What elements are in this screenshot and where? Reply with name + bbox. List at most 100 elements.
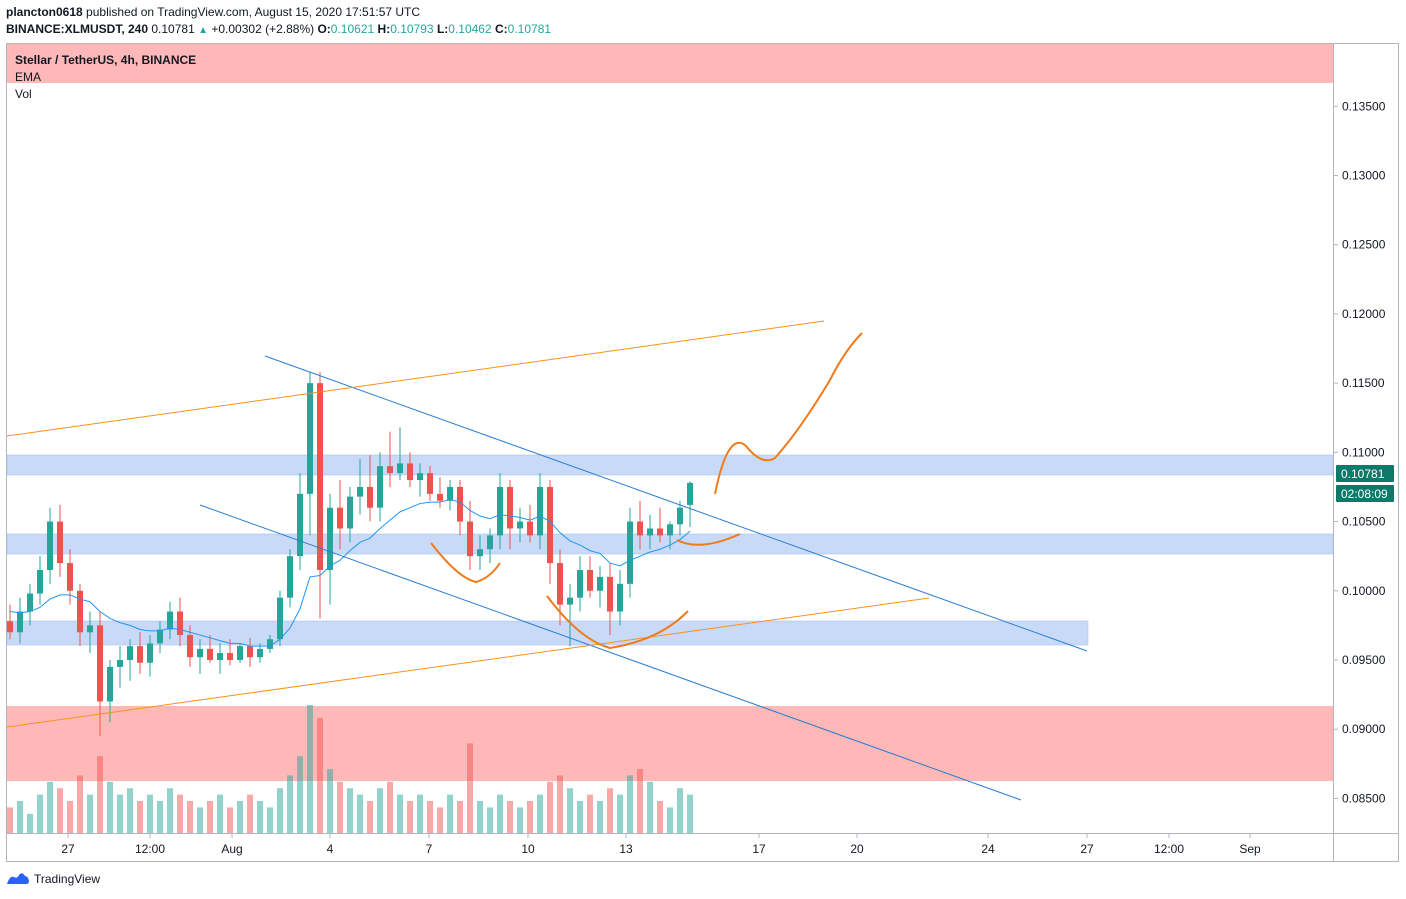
symbol-label: BINANCE:XLMUSDT, 240 xyxy=(6,22,149,36)
ascending-channel-lower[interactable] xyxy=(6,597,930,728)
candle xyxy=(27,583,33,626)
candle xyxy=(607,563,613,636)
volume-bar xyxy=(287,775,293,833)
candle xyxy=(407,452,413,487)
footer-brand[interactable]: TradingView xyxy=(6,872,100,886)
volume-bar xyxy=(27,813,33,833)
candle xyxy=(237,643,243,663)
volume-bar xyxy=(267,807,273,833)
volume-legend[interactable]: Vol xyxy=(15,87,32,101)
time-axis-ticks: 27 12:00 Aug 4 7 10 13 17 20 24 27 12:00 Sep xyxy=(61,833,1261,856)
candle xyxy=(267,635,273,654)
candle xyxy=(127,639,133,681)
time-tick-label: 13 xyxy=(619,842,633,856)
candle xyxy=(287,549,293,608)
volume-bar xyxy=(137,801,143,833)
volume-bar xyxy=(67,801,73,833)
time-tick-label: 27 xyxy=(61,842,75,856)
candle xyxy=(447,480,453,511)
volume-bar xyxy=(207,801,213,833)
volume-bar xyxy=(577,801,583,833)
volume-bar xyxy=(437,807,443,833)
candle xyxy=(347,486,353,543)
close-value: 0.10781 xyxy=(507,22,552,36)
author-name[interactable]: plancton0618 xyxy=(6,5,83,19)
time-tick-label: 12:00 xyxy=(1154,842,1184,856)
resistance-zone-blue[interactable] xyxy=(6,454,1334,476)
price-tick-label: 0.09000 xyxy=(1342,722,1386,736)
price-tick-label: 0.08500 xyxy=(1342,791,1386,805)
candle xyxy=(197,639,203,674)
candle xyxy=(647,514,653,550)
resistance-zone-top[interactable] xyxy=(7,44,1333,83)
candle xyxy=(167,601,173,640)
volume-bar xyxy=(147,794,153,833)
drawn-curve-1[interactable] xyxy=(430,542,501,584)
candle xyxy=(47,507,53,584)
descending-trendline-upper[interactable] xyxy=(264,355,1088,652)
volume-bar xyxy=(257,801,263,833)
price-tick-label: 0.10500 xyxy=(1342,515,1386,529)
published-text: published on TradingView.com, August 15,… xyxy=(86,5,421,19)
candle xyxy=(547,480,553,584)
volume-bar xyxy=(317,717,323,833)
candle xyxy=(627,507,633,598)
candle xyxy=(517,507,523,543)
volume-bar xyxy=(597,801,603,833)
volume-bar xyxy=(337,781,343,833)
candle xyxy=(577,556,583,612)
volume-bar xyxy=(57,788,63,833)
candle xyxy=(37,556,43,605)
volume-bar xyxy=(507,801,513,833)
projection-path[interactable] xyxy=(714,332,863,495)
price-tick-label: 0.10000 xyxy=(1342,584,1386,598)
volume-bar xyxy=(677,788,683,833)
candle xyxy=(397,427,403,481)
price-tick-label: 0.11000 xyxy=(1342,445,1385,459)
candle xyxy=(617,570,623,626)
ascending-channel-upper[interactable] xyxy=(6,320,825,437)
volume-bar xyxy=(487,807,493,833)
candle xyxy=(497,473,503,550)
volume-bar xyxy=(497,794,503,833)
volume-bar xyxy=(647,781,653,833)
volume-bar xyxy=(387,781,393,833)
candle xyxy=(377,452,383,522)
volume-bar xyxy=(587,794,593,833)
last-price: 0.10781 xyxy=(151,22,195,36)
candle xyxy=(137,632,143,674)
volume-bar xyxy=(217,794,223,833)
candle xyxy=(487,528,493,564)
price-tick-label: 0.13000 xyxy=(1342,169,1386,183)
candle xyxy=(567,583,573,647)
support-zone-blue-2[interactable] xyxy=(6,620,1089,646)
candle xyxy=(357,459,363,515)
time-tick-label: 20 xyxy=(850,842,864,856)
time-tick-label: 10 xyxy=(521,842,535,856)
support-zone-red[interactable] xyxy=(7,706,1333,781)
symbol-legend-title: Stellar / TetherUS, 4h, BINANCE xyxy=(15,53,197,67)
volume-bar xyxy=(427,801,433,833)
volume-bar xyxy=(247,794,253,833)
volume-bar xyxy=(97,756,103,833)
ema-legend[interactable]: EMA xyxy=(15,70,42,84)
volume-bar xyxy=(47,781,53,833)
volume-bar xyxy=(327,769,333,833)
drawn-curve-2[interactable] xyxy=(546,595,689,650)
candle xyxy=(507,480,513,550)
last-price-tag-text: 0.10781 xyxy=(1341,467,1385,481)
candle xyxy=(457,480,463,536)
countdown-tag xyxy=(1336,485,1394,502)
descending-trendline-lower[interactable] xyxy=(199,504,1022,801)
volume-bar xyxy=(607,788,613,833)
volume-bar xyxy=(117,794,123,833)
drawn-curve-3[interactable] xyxy=(676,533,741,546)
volume-bar xyxy=(517,807,523,833)
volume-bar xyxy=(557,775,563,833)
price-tick-label: 0.12000 xyxy=(1342,307,1386,321)
candle xyxy=(677,500,683,536)
open-value: 0.10621 xyxy=(330,22,375,36)
chart-frame xyxy=(6,43,1399,862)
candle xyxy=(147,635,153,677)
